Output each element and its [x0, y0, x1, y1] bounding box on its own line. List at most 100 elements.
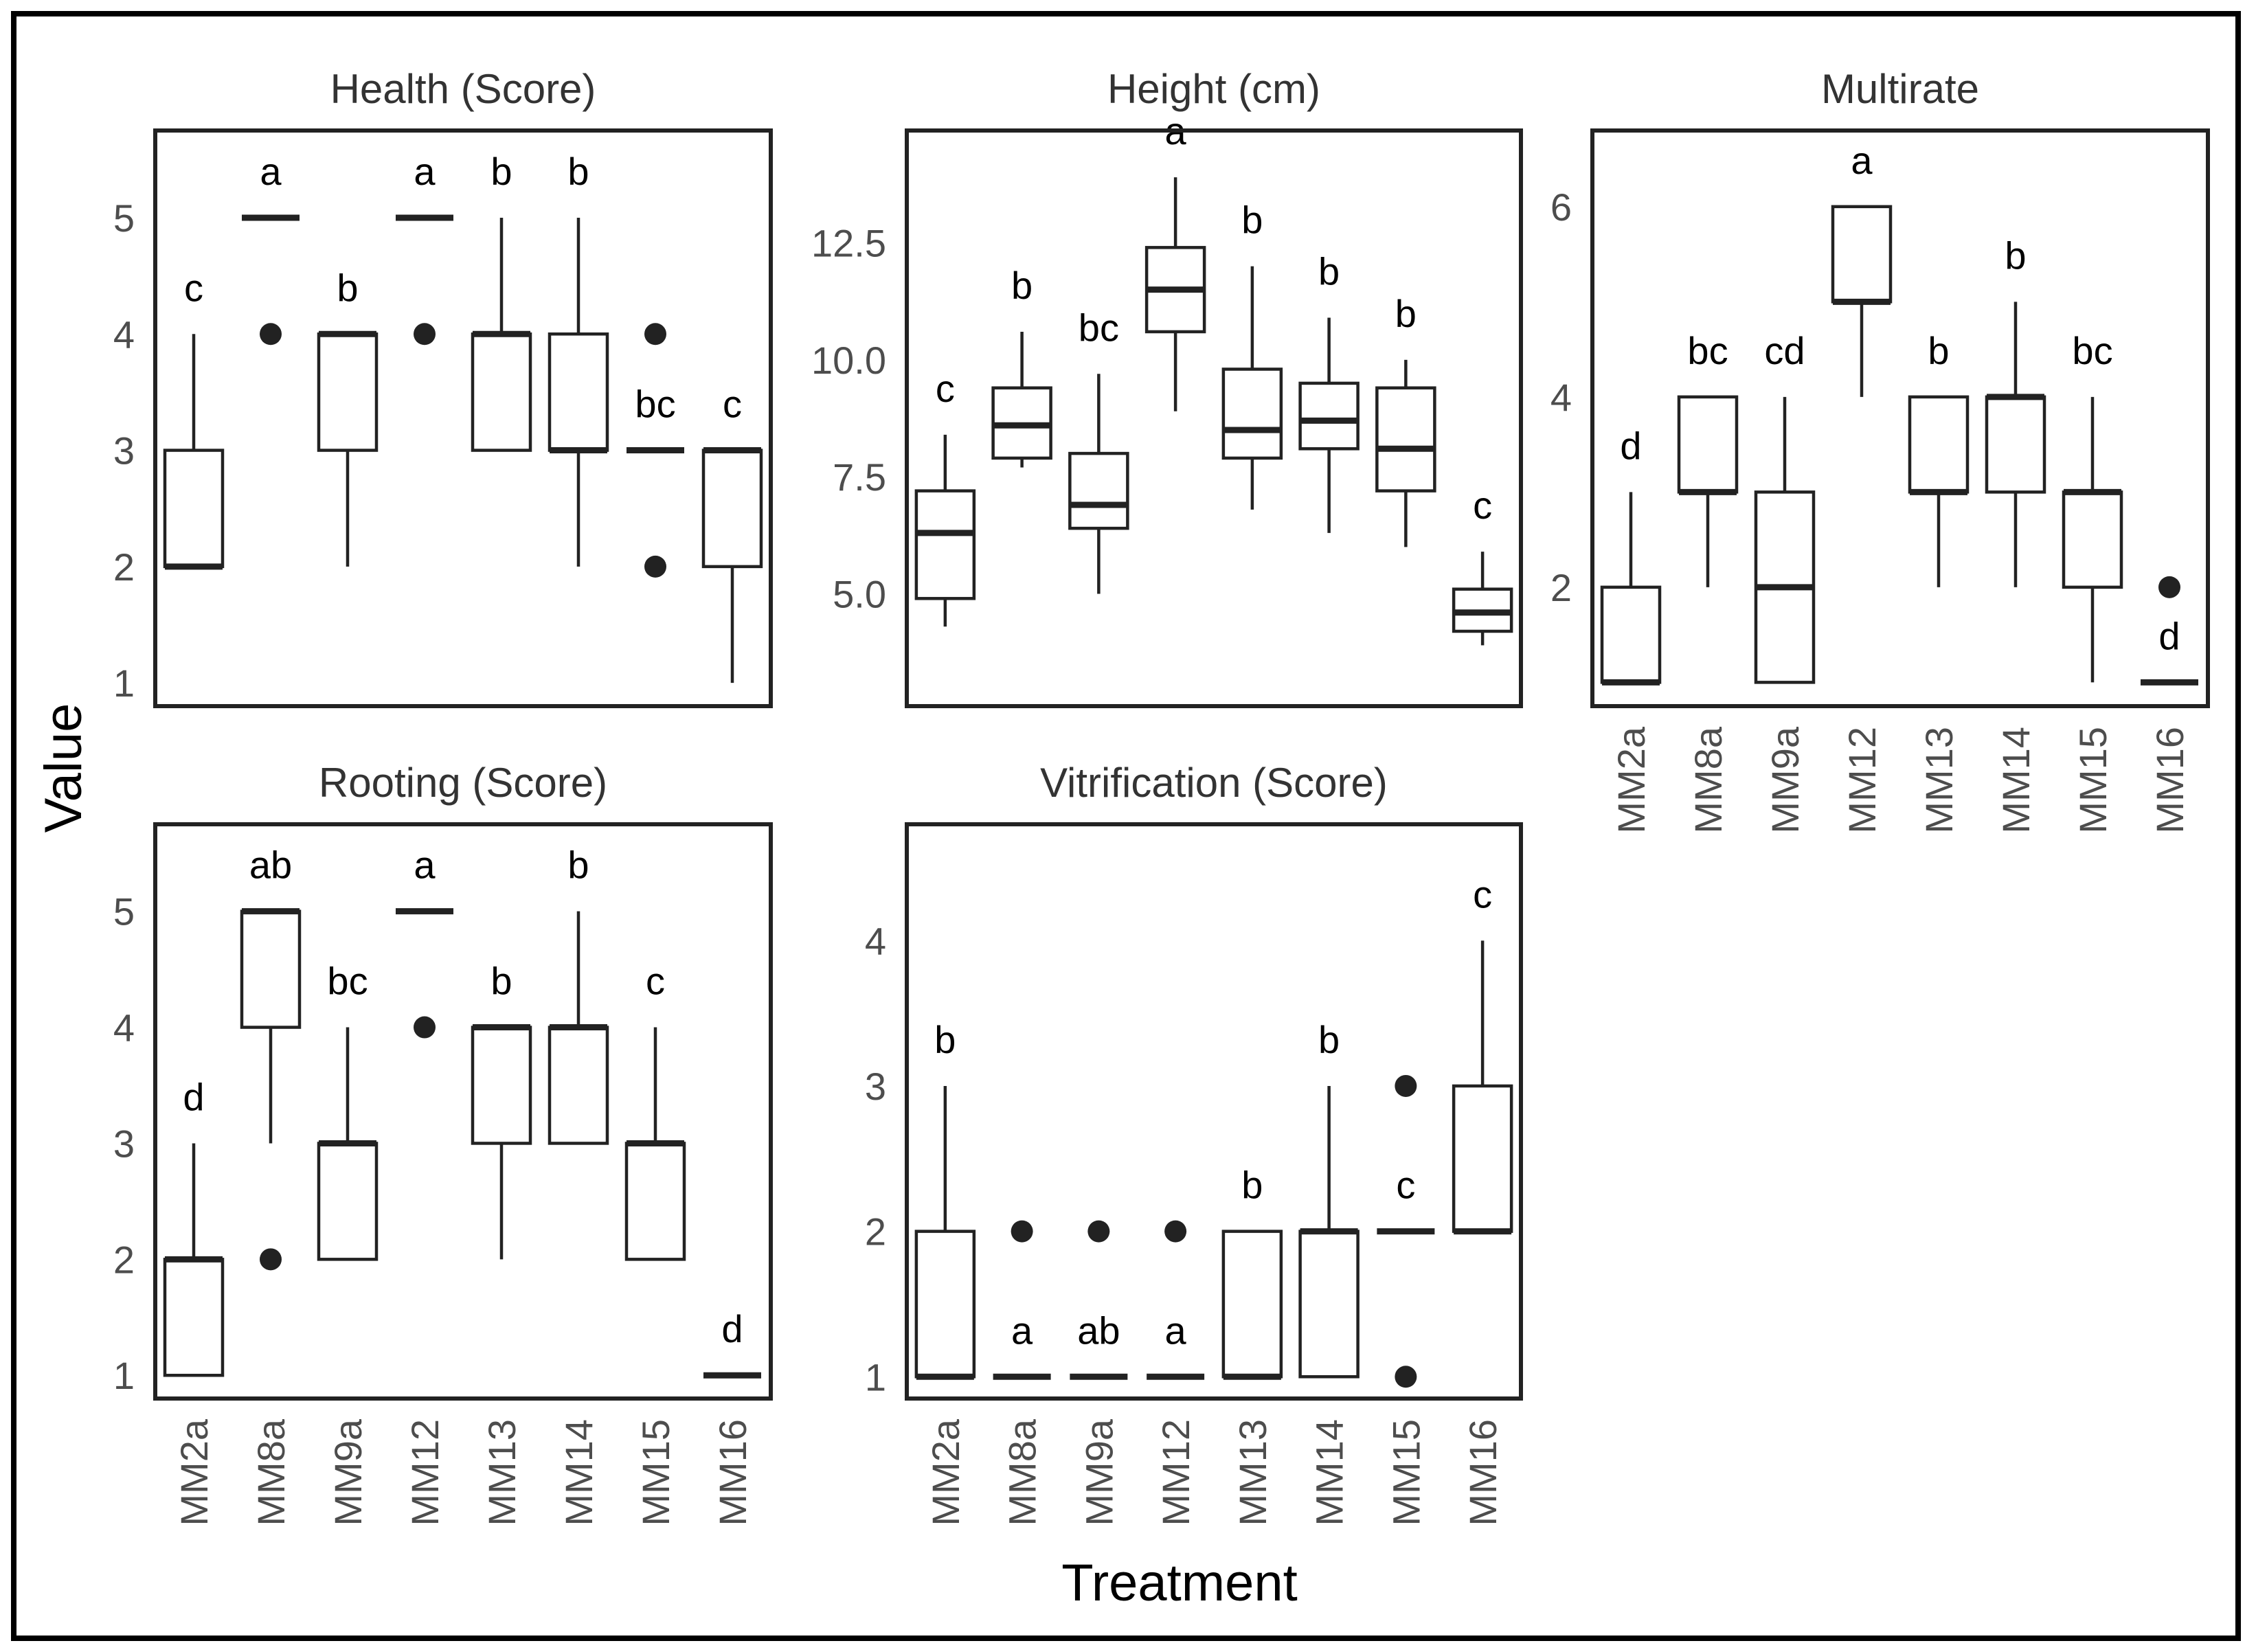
y-tick-label: 3	[865, 1065, 886, 1108]
box-MM15	[624, 1027, 686, 1261]
significance-label: b	[1928, 329, 1949, 372]
x-tick-label: MM16	[711, 1419, 754, 1526]
significance-label: d	[2158, 614, 2180, 657]
y-tick-label: 2	[113, 1238, 135, 1281]
box-MM14	[548, 217, 609, 567]
box-MM16	[1452, 552, 1513, 646]
box-MM16	[1452, 940, 1513, 1235]
box-MM8a	[242, 214, 300, 346]
box-MM16	[2141, 576, 2198, 686]
y-tick-label: 3	[113, 429, 135, 473]
box-MM12	[1831, 205, 1893, 397]
x-tick-label: MM8a	[1686, 726, 1730, 833]
iqr-box	[1221, 367, 1283, 460]
iqr-box	[163, 1258, 225, 1377]
box-MM9a	[317, 1027, 379, 1261]
iqr-box	[1677, 395, 1739, 494]
significance-label: bc	[327, 960, 368, 1003]
outlier-point	[1164, 1220, 1187, 1243]
significance-label: b	[1241, 1164, 1263, 1207]
iqr-box	[317, 1142, 379, 1261]
significance-label: c	[723, 383, 742, 426]
significance-label: a	[260, 150, 282, 193]
x-tick-label: MM12	[1840, 727, 1884, 834]
x-tick-label: MM13	[480, 1419, 523, 1526]
significance-label: b	[1395, 292, 1417, 335]
significance-label: a	[1011, 1309, 1033, 1352]
outlier-point	[260, 323, 282, 346]
panel-1: Health (Score) 1 2 3 4 5 c a b a b b bc c	[113, 66, 773, 708]
iqr-box	[1298, 381, 1360, 451]
box-MM9a	[1068, 374, 1129, 594]
significance-label: cd	[1764, 329, 1805, 372]
x-tick-label: MM15	[1384, 1419, 1428, 1526]
iqr-box	[914, 489, 976, 600]
y-tick-label: 5	[113, 196, 135, 240]
box-MM13	[1221, 1230, 1283, 1380]
panel-title: Height (cm)	[1107, 66, 1320, 112]
iqr-box	[914, 1230, 976, 1379]
box-MM14	[1298, 317, 1360, 533]
x-tick-label: MM9a	[1077, 1418, 1120, 1526]
box-MM15	[627, 323, 684, 578]
y-tick-label: 4	[865, 919, 886, 962]
y-tick-label: 6	[1550, 185, 1572, 229]
panel-title: Rooting (Score)	[319, 760, 607, 806]
iqr-box	[1221, 1230, 1283, 1379]
box-MM16	[701, 447, 763, 683]
box-MM12	[1144, 177, 1206, 411]
significance-label: d	[721, 1307, 743, 1350]
iqr-box	[1908, 395, 1970, 494]
y-tick-label: 12.5	[811, 222, 886, 265]
iqr-box	[548, 1026, 609, 1145]
outlier-point	[414, 1016, 436, 1039]
box-MM8a	[991, 331, 1052, 468]
iqr-box	[471, 1026, 532, 1145]
iqr-box	[163, 449, 225, 569]
x-tick-label: MM9a	[1763, 726, 1807, 833]
significance-label: d	[1620, 424, 1641, 467]
significance-label: bc	[2072, 329, 2112, 372]
x-tick-label: MM2a	[172, 1418, 216, 1526]
y-tick-label: 5	[113, 890, 135, 934]
box-MM13	[1221, 266, 1283, 510]
outlier-point	[1011, 1220, 1033, 1243]
panel-border	[1590, 128, 2210, 708]
box-MM9a	[1070, 1220, 1128, 1380]
significance-label: bc	[635, 383, 675, 426]
significance-label: b	[490, 960, 512, 1003]
significance-label: c	[1396, 1164, 1415, 1207]
y-tick-label: 4	[113, 313, 135, 356]
panel-border	[153, 128, 773, 708]
significance-label: bc	[1687, 329, 1728, 372]
iqr-box	[1985, 395, 2046, 494]
iqr-box	[471, 332, 532, 452]
x-tick-label: MM15	[2071, 727, 2114, 834]
x-tick-label: MM15	[634, 1419, 677, 1526]
x-tick-label: MM16	[1461, 1419, 1504, 1526]
x-tick-label: MM9a	[326, 1418, 370, 1526]
x-tick-label: MM12	[403, 1419, 447, 1526]
significance-label: b	[2005, 234, 2026, 277]
box-MM12	[396, 908, 453, 1039]
x-tick-label: MM12	[1154, 1419, 1197, 1526]
iqr-box	[701, 449, 763, 569]
panel-title: Vitrification (Score)	[1040, 760, 1388, 806]
y-tick-label: 10.0	[811, 339, 886, 382]
significance-label: b	[1318, 250, 1340, 293]
iqr-box	[240, 909, 302, 1029]
y-tick-label: 3	[113, 1122, 135, 1165]
box-MM2a	[163, 1143, 225, 1377]
y-tick-label: 2	[1550, 566, 1572, 609]
x-tick-label: MM14	[1308, 1419, 1351, 1526]
iqr-box	[624, 1142, 686, 1261]
panel-title: Health (Score)	[330, 66, 596, 112]
significance-label: c	[1473, 872, 1492, 916]
significance-label: c	[646, 960, 665, 1003]
y-axis-title: Value	[34, 703, 93, 833]
box-MM2a	[914, 434, 976, 627]
